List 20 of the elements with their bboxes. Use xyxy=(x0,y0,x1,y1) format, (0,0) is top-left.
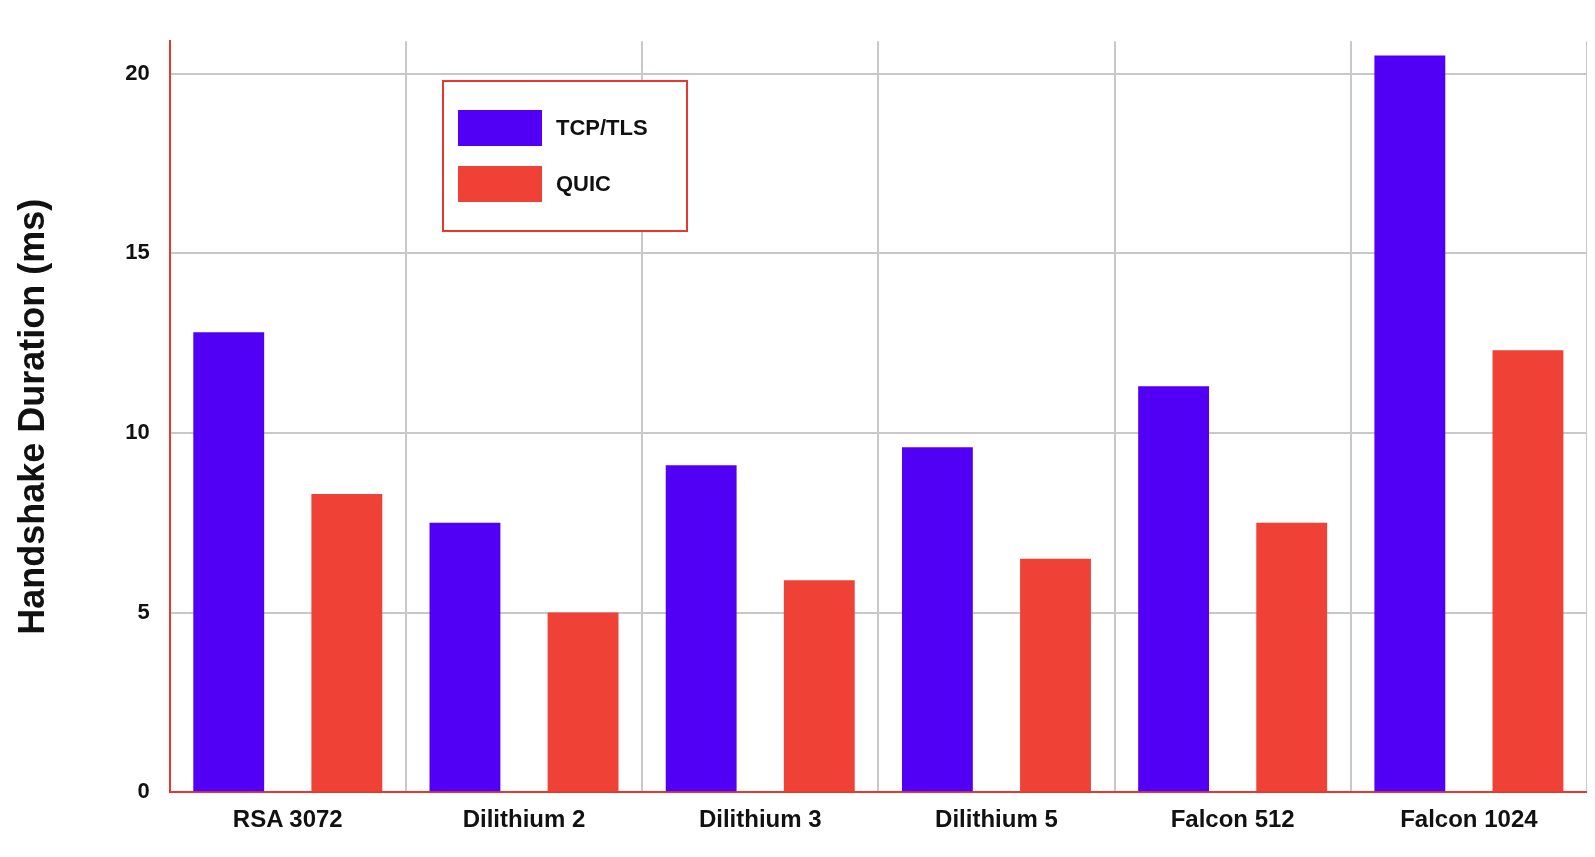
y-tick-label: 0 xyxy=(137,778,150,804)
x-tick-label: RSA 3072 xyxy=(232,805,343,833)
bar xyxy=(665,465,737,792)
legend-label: TCP/TLS xyxy=(556,115,648,141)
x-tick-label: Falcon 1024 xyxy=(1400,805,1539,833)
x-tick-label: Dilithium 3 xyxy=(698,805,822,833)
legend-label: QUIC xyxy=(556,171,611,197)
y-tick-label: 10 xyxy=(125,418,150,444)
y-axis-title: Handshake Duration (ms) xyxy=(10,198,52,635)
y-tick-label: 20 xyxy=(125,59,150,85)
x-tick-label: Falcon 512 xyxy=(1170,805,1295,833)
x-tick-label: Dilithium 2 xyxy=(462,805,586,833)
y-tick-label: 15 xyxy=(125,239,150,265)
bar xyxy=(1138,386,1210,792)
y-tick-label: 5 xyxy=(137,598,150,624)
bar xyxy=(193,332,265,792)
bar xyxy=(1374,55,1446,792)
x-tick-label: Dilithium 5 xyxy=(935,805,1058,833)
bar xyxy=(901,447,973,792)
bar xyxy=(429,522,501,792)
